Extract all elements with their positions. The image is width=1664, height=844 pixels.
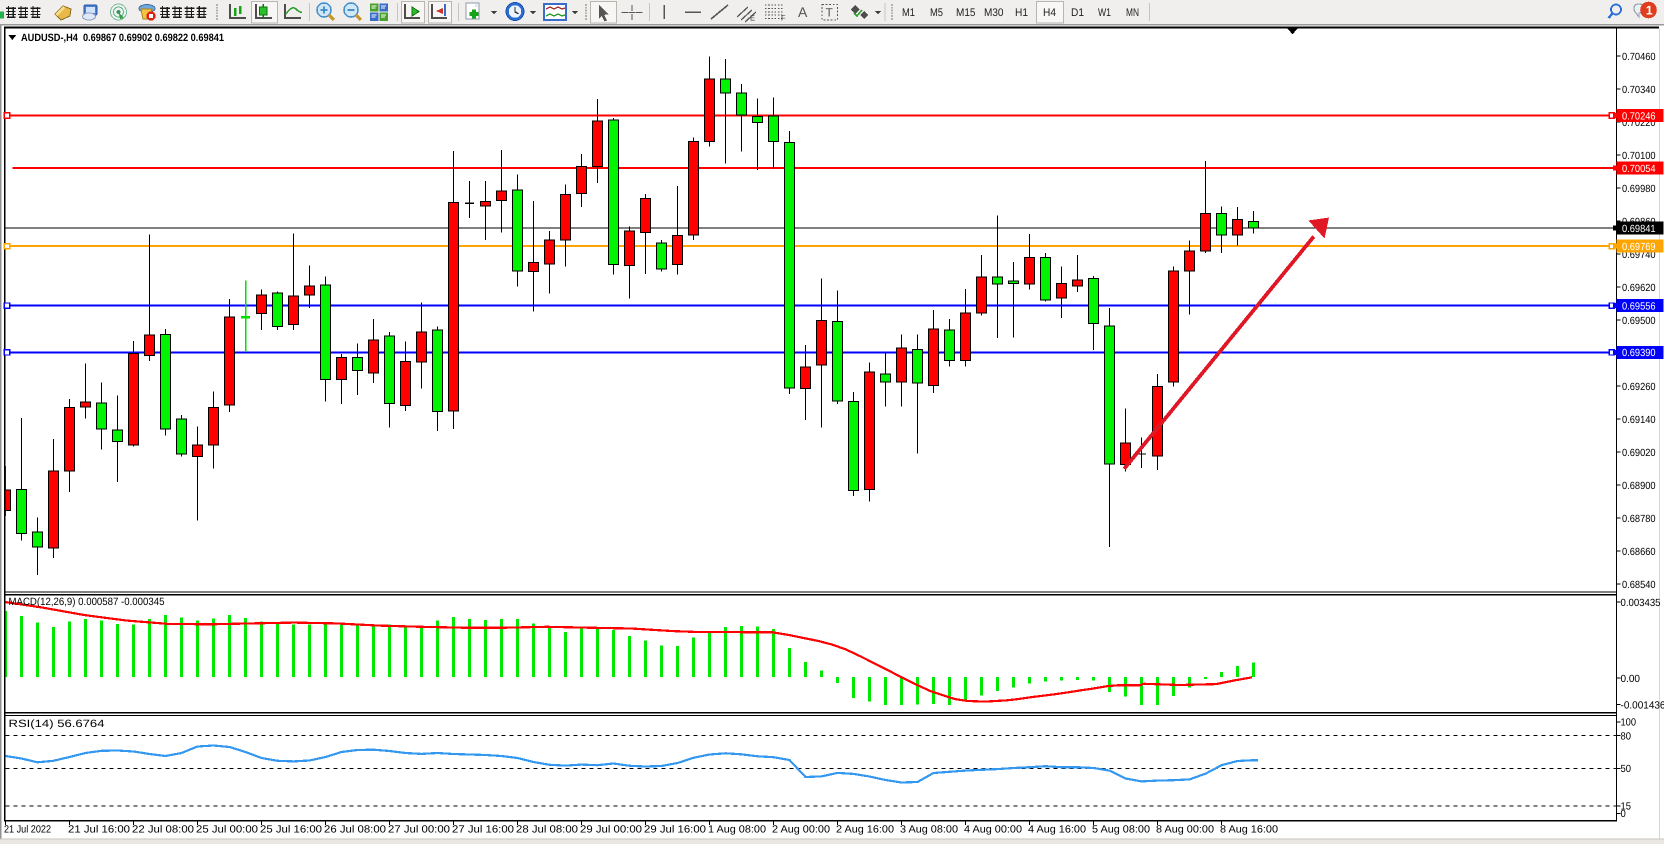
svg-text:F: F: [781, 14, 786, 23]
svg-text:AUDUSD-,H4 0.69867 0.69902 0.: AUDUSD-,H4 0.69867 0.69902 0.69822 0.698…: [21, 32, 224, 44]
svg-text:H4: H4: [1043, 7, 1056, 19]
svg-text:0.69769: 0.69769: [1622, 242, 1656, 253]
svg-text:0.003435: 0.003435: [1621, 598, 1661, 609]
svg-text:0.69620: 0.69620: [1622, 283, 1656, 294]
svg-text:0.70100: 0.70100: [1622, 151, 1656, 162]
svg-text:27 Jul 16:00: 27 Jul 16:00: [452, 825, 514, 836]
svg-text:0.69500: 0.69500: [1622, 316, 1656, 327]
svg-text:2 Aug 16:00: 2 Aug 16:00: [836, 825, 894, 836]
svg-text:29 Jul 00:00: 29 Jul 00:00: [580, 825, 642, 836]
svg-text:0.00: 0.00: [1621, 674, 1641, 685]
svg-text:8 Aug 00:00: 8 Aug 00:00: [1156, 825, 1214, 836]
svg-text:80: 80: [1621, 732, 1632, 743]
svg-text:0.70460: 0.70460: [1622, 52, 1656, 63]
svg-text:2 Aug 00:00: 2 Aug 00:00: [772, 825, 830, 836]
svg-text:1 Aug 08:00: 1 Aug 08:00: [708, 825, 766, 836]
svg-text:D1: D1: [1071, 7, 1084, 19]
svg-text:15: 15: [1621, 802, 1632, 813]
svg-text:0.69020: 0.69020: [1622, 448, 1656, 459]
svg-text:26 Jul 08:00: 26 Jul 08:00: [324, 825, 386, 836]
svg-text:0.68660: 0.68660: [1622, 547, 1656, 558]
svg-text:T: T: [826, 6, 834, 20]
svg-text:22 Jul 08:00: 22 Jul 08:00: [132, 825, 194, 836]
svg-text:MACD(12,26,9) 0.000587 -0.0003: MACD(12,26,9) 0.000587 -0.000345: [9, 596, 165, 608]
svg-text:8 Aug 16:00: 8 Aug 16:00: [1220, 825, 1278, 836]
svg-text:0.69841: 0.69841: [1622, 224, 1656, 235]
svg-text:100: 100: [1621, 718, 1637, 729]
svg-text:4 Aug 00:00: 4 Aug 00:00: [964, 825, 1022, 836]
svg-text:0.69140: 0.69140: [1622, 415, 1656, 426]
svg-text:29 Jul 16:00: 29 Jul 16:00: [644, 825, 706, 836]
svg-text:MN: MN: [1126, 7, 1139, 19]
svg-text:0: 0: [1621, 809, 1627, 820]
svg-text:A: A: [798, 4, 808, 20]
svg-text:0.69740: 0.69740: [1622, 250, 1656, 261]
svg-text:0.70246: 0.70246: [1622, 111, 1656, 122]
svg-text:W1: W1: [1098, 7, 1111, 19]
svg-text:M5: M5: [930, 7, 943, 19]
svg-text:M15: M15: [956, 7, 976, 19]
svg-text:0.70220: 0.70220: [1622, 118, 1656, 129]
svg-text:3 Aug 08:00: 3 Aug 08:00: [900, 825, 958, 836]
svg-text:-0.001436: -0.001436: [1621, 700, 1664, 711]
svg-text:4 Aug 16:00: 4 Aug 16:00: [1028, 825, 1086, 836]
svg-text:25 Jul 16:00: 25 Jul 16:00: [260, 825, 322, 836]
svg-text:0.68900: 0.68900: [1622, 481, 1656, 492]
svg-text:0.69260: 0.69260: [1622, 382, 1656, 393]
svg-text:H1: H1: [1015, 7, 1028, 19]
svg-text:27 Jul 00:00: 27 Jul 00:00: [388, 825, 450, 836]
svg-text:50: 50: [1621, 764, 1632, 775]
svg-text:0.69556: 0.69556: [1622, 301, 1656, 312]
svg-text:21 Jul 16:00: 21 Jul 16:00: [68, 825, 130, 836]
svg-text:0.70054: 0.70054: [1622, 164, 1656, 175]
svg-text:E: E: [750, 14, 755, 23]
svg-text:RSI(14) 56.6764: RSI(14) 56.6764: [9, 718, 105, 730]
svg-text:0.69390: 0.69390: [1622, 348, 1656, 359]
svg-text:21 Jul 2022: 21 Jul 2022: [4, 825, 51, 836]
svg-text:M30: M30: [984, 7, 1004, 19]
svg-text:0.68780: 0.68780: [1622, 514, 1656, 525]
svg-text:25 Jul 00:00: 25 Jul 00:00: [196, 825, 258, 836]
svg-text:1: 1: [1646, 3, 1653, 17]
svg-text:0.68540: 0.68540: [1622, 580, 1656, 591]
svg-text:0.70340: 0.70340: [1622, 85, 1656, 96]
svg-text:0.69980: 0.69980: [1622, 184, 1656, 195]
svg-text:M1: M1: [902, 7, 915, 19]
svg-text:5 Aug 08:00: 5 Aug 08:00: [1092, 825, 1150, 836]
svg-text:28 Jul 08:00: 28 Jul 08:00: [516, 825, 578, 836]
